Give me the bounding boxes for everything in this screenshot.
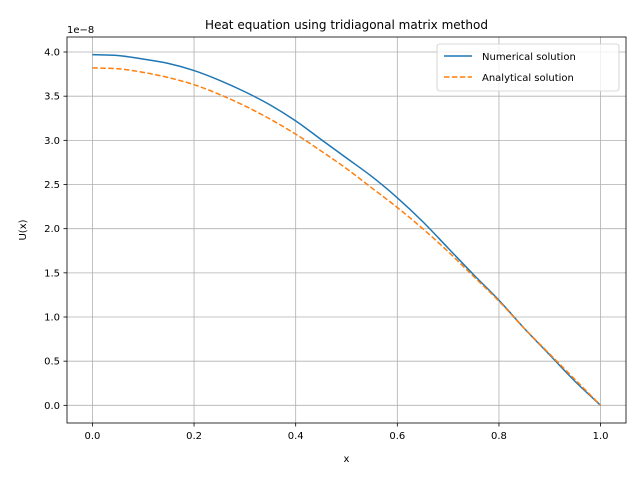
y-axis-label: U(x): [18, 219, 29, 240]
x-tick-label: 0.6: [389, 431, 405, 442]
x-tick-label: 0.8: [491, 431, 507, 442]
chart-title: Heat equation using tridiagonal matrix m…: [205, 18, 488, 32]
legend-label: Analytical solution: [482, 73, 574, 84]
series-lines: [92, 53, 602, 406]
x-axis-label: x: [344, 454, 350, 465]
y-axis-offset-label: 1e−8: [67, 25, 94, 36]
grid-lines: [67, 37, 626, 423]
y-tick-label: 4.0: [44, 48, 60, 59]
y-tick-label: 0.5: [44, 357, 60, 368]
x-tick-label: 0.4: [288, 431, 304, 442]
y-tick-label: 0.0: [44, 401, 60, 412]
y-tick-label: 3.5: [44, 92, 60, 103]
legend-box: [436, 43, 620, 92]
x-tick-label: 0.2: [186, 431, 202, 442]
legend-label: Numerical solution: [482, 52, 576, 63]
y-tick-label: 2.5: [44, 180, 60, 191]
x-tick-label: 0.0: [84, 431, 100, 442]
analytical-solution-line: [92, 67, 602, 406]
y-tick-label: 1.0: [44, 313, 60, 324]
y-tick-label: 3.0: [44, 136, 60, 147]
x-tick-label: 1.0: [593, 431, 609, 442]
y-tick-label: 2.0: [44, 224, 60, 235]
axis-ticks: 0.0 0.2 0.4 0.6 0.8 1.0 0.0 0.5 1.0 1.5 2.0 2.5 3.0 3…: [44, 48, 608, 442]
plot-frame: [66, 36, 627, 424]
legend: Numerical solution Analytical solution: [436, 43, 620, 92]
y-tick-label: 1.5: [44, 268, 60, 279]
